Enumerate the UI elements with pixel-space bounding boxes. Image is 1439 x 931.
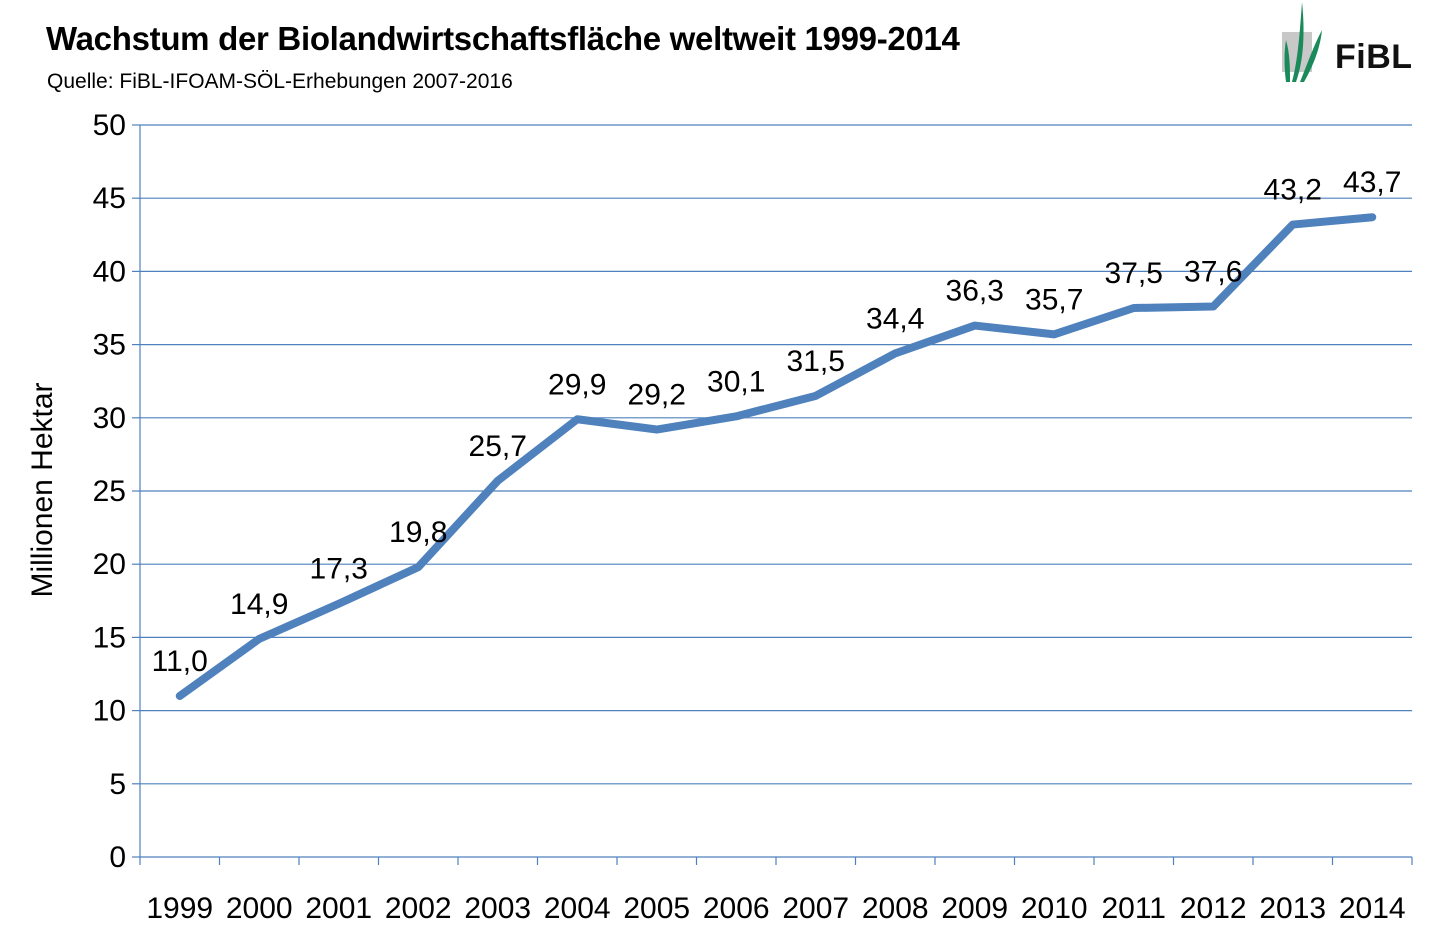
axes <box>132 124 1413 865</box>
data-label: 11,0 <box>152 645 208 678</box>
data-point <box>176 692 183 699</box>
x-tick-label: 2008 <box>862 892 929 925</box>
x-tick-label: 2004 <box>544 892 611 925</box>
x-tick-label: 2014 <box>1339 892 1406 925</box>
x-tick-label: 2001 <box>305 892 372 925</box>
data-label: 43,7 <box>1343 166 1401 199</box>
data-labels: 11,0 14,9 17,3 19,8 25,7 29,9 29,2 30,1 31,5 34,4… <box>152 166 1402 678</box>
series-line <box>175 213 1377 700</box>
data-label: 29,9 <box>548 368 606 401</box>
data-point <box>335 600 342 607</box>
y-tick-labels: 0 5 10 15 20 25 30 35 40 45 50 <box>93 109 126 874</box>
y-tick-label: 10 <box>93 695 126 728</box>
grid-lines <box>140 124 1412 785</box>
data-point <box>1051 331 1058 338</box>
x-tick-label: 2006 <box>703 892 770 925</box>
data-label: 30,1 <box>707 365 765 398</box>
x-tick-label: 2007 <box>782 892 849 925</box>
data-label: 37,5 <box>1105 257 1163 290</box>
data-point <box>1210 303 1217 310</box>
y-tick-label: 40 <box>93 255 126 288</box>
data-point <box>574 416 581 423</box>
data-point <box>971 322 978 329</box>
data-point <box>494 477 501 484</box>
data-point <box>1289 221 1296 228</box>
logo-leaf-2 <box>1300 30 1322 82</box>
data-label: 17,3 <box>310 553 368 586</box>
x-tick-label: 2009 <box>941 892 1008 925</box>
x-tick-label: 2003 <box>464 892 531 925</box>
y-tick-label: 5 <box>109 768 126 801</box>
data-label: 31,5 <box>787 345 845 378</box>
data-label: 36,3 <box>946 275 1004 308</box>
y-tick-label: 30 <box>93 402 126 435</box>
data-label: 19,8 <box>389 516 447 549</box>
y-tick-label: 45 <box>93 182 126 215</box>
data-point <box>653 426 660 433</box>
data-point <box>415 564 422 571</box>
data-point <box>892 350 899 357</box>
series-line-path <box>175 213 1377 700</box>
logo-leaf-1 <box>1292 2 1304 82</box>
x-tick-label: 2012 <box>1180 892 1247 925</box>
y-tick-label: 50 <box>93 109 126 142</box>
data-point <box>1369 214 1376 221</box>
data-label: 37,6 <box>1184 256 1242 289</box>
x-tick-label: 2010 <box>1021 892 1088 925</box>
x-tick-label: 2002 <box>385 892 452 925</box>
data-point <box>812 392 819 399</box>
x-tick-label: 2005 <box>623 892 690 925</box>
data-label: 14,9 <box>230 588 288 621</box>
data-label: 29,2 <box>628 379 686 412</box>
chart-title: Wachstum der Biolandwirtschaftsfläche we… <box>46 20 960 57</box>
data-point <box>733 413 740 420</box>
data-label: 34,4 <box>866 302 924 335</box>
x-tick-label: 2011 <box>1101 892 1166 925</box>
y-axis-title: Millionen Hektar <box>26 382 59 597</box>
x-tick-label: 1999 <box>146 892 213 925</box>
data-point <box>1130 305 1137 311</box>
data-label: 35,7 <box>1025 283 1083 316</box>
data-label: 43,2 <box>1264 174 1322 207</box>
x-tick-label: 2013 <box>1259 892 1326 925</box>
data-label: 25,7 <box>469 430 527 463</box>
x-tick-label: 2000 <box>226 892 293 925</box>
y-tick-label: 35 <box>93 329 126 362</box>
y-tick-label: 15 <box>93 621 126 654</box>
logo-leaf-3 <box>1284 40 1290 82</box>
fibl-leaf-logo-icon <box>1282 2 1322 82</box>
y-tick-label: 0 <box>109 841 126 874</box>
x-tick-labels: 1999 2000 2001 2002 2003 2004 2005 2006 2007 2008… <box>146 892 1405 925</box>
data-point <box>256 635 263 642</box>
y-tick-label: 20 <box>93 548 126 581</box>
chart-subtitle: Quelle: FiBL-IFOAM-SÖL-Erhebungen 2007-2… <box>47 70 513 93</box>
logo-text: FiBL <box>1335 38 1413 76</box>
y-tick-label: 25 <box>93 475 126 508</box>
